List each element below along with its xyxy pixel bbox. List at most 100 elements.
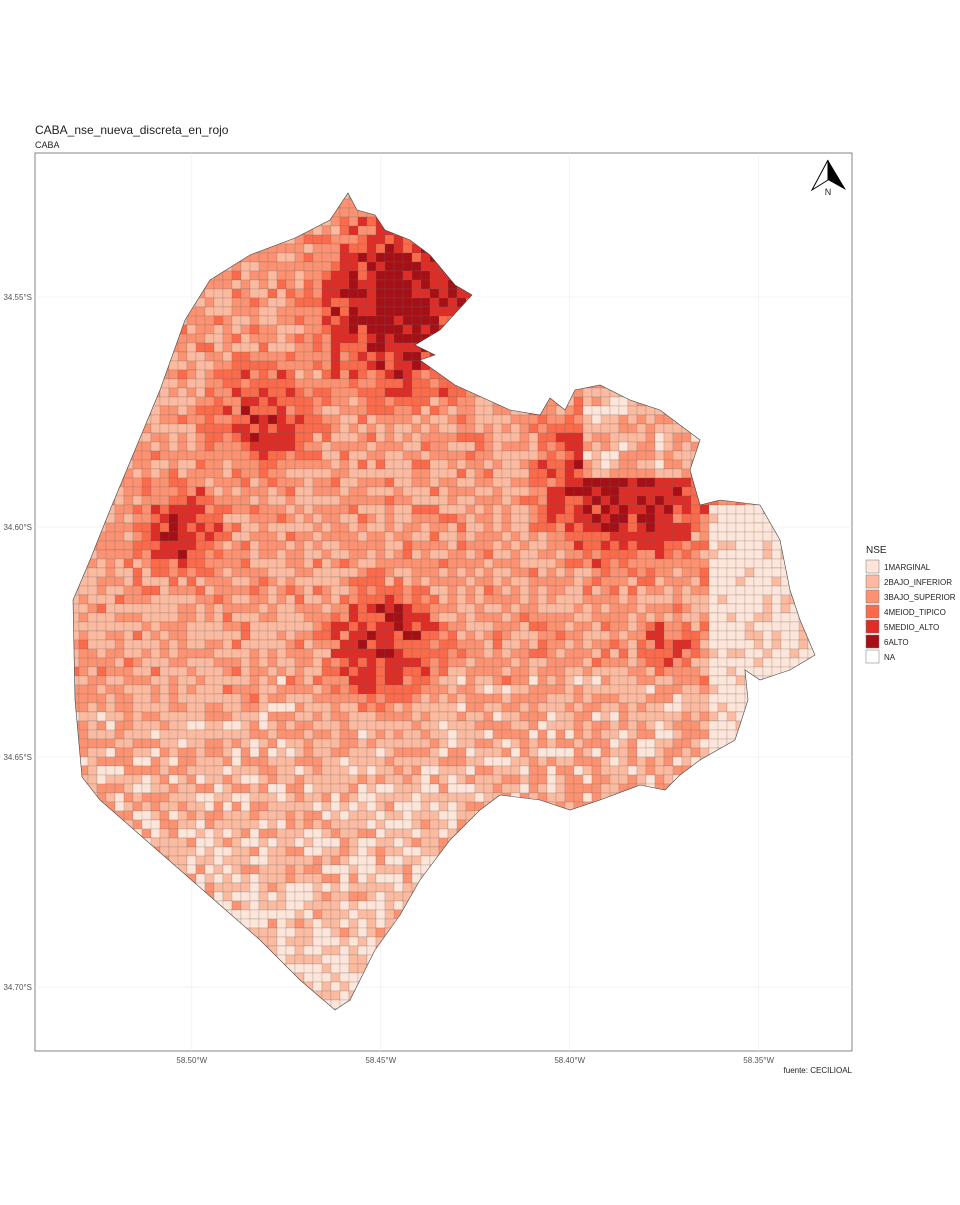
map-cell: [502, 676, 511, 685]
map-cell: [223, 676, 232, 685]
map-cell: [718, 595, 727, 604]
map-cell: [556, 487, 565, 496]
map-cell: [250, 379, 259, 388]
map-cell: [313, 334, 322, 343]
map-cell: [358, 253, 367, 262]
map-cell: [709, 613, 718, 622]
map-cell: [97, 658, 106, 667]
map-cell: [394, 370, 403, 379]
map-cell: [295, 451, 304, 460]
map-cell: [268, 649, 277, 658]
map-cell: [322, 325, 331, 334]
map-cell: [259, 433, 268, 442]
map-cell: [124, 532, 133, 541]
map-cell: [457, 694, 466, 703]
map-cell: [673, 523, 682, 532]
map-cell: [178, 559, 187, 568]
map-cell: [583, 631, 592, 640]
map-cell: [592, 442, 601, 451]
map-cell: [619, 658, 628, 667]
map-cell: [583, 694, 592, 703]
map-cell: [232, 343, 241, 352]
map-cell: [646, 478, 655, 487]
map-cell: [205, 343, 214, 352]
map-cell: [394, 712, 403, 721]
map-cell: [340, 406, 349, 415]
map-cell: [223, 721, 232, 730]
map-cell: [286, 442, 295, 451]
map-cell: [439, 478, 448, 487]
map-cell: [547, 487, 556, 496]
map-cell: [196, 415, 205, 424]
map-cell: [520, 685, 529, 694]
map-cell: [88, 604, 97, 613]
map-cell: [376, 451, 385, 460]
map-cell: [664, 703, 673, 712]
map-cell: [700, 694, 709, 703]
map-cell: [88, 694, 97, 703]
map-cell: [322, 388, 331, 397]
map-cell: [511, 550, 520, 559]
map-cell: [601, 487, 610, 496]
map-cell: [583, 532, 592, 541]
map-cell: [367, 532, 376, 541]
map-cell: [97, 541, 106, 550]
map-cell: [304, 262, 313, 271]
map-cell: [205, 505, 214, 514]
map-cell: [628, 703, 637, 712]
map-cell: [574, 622, 583, 631]
map-cell: [511, 433, 520, 442]
map-cell: [268, 424, 277, 433]
map-cell: [286, 370, 295, 379]
map-cell: [520, 442, 529, 451]
map-cell: [682, 613, 691, 622]
map-cell: [664, 577, 673, 586]
map-cell: [502, 514, 511, 523]
map-cell: [79, 586, 88, 595]
map-cell: [466, 712, 475, 721]
map-cell: [646, 523, 655, 532]
map-cell: [691, 595, 700, 604]
map-cell: [151, 676, 160, 685]
map-cell: [502, 631, 511, 640]
map-cell: [133, 631, 142, 640]
map-cell: [286, 406, 295, 415]
map-cell: [520, 676, 529, 685]
map-cell: [214, 343, 223, 352]
map-cell: [547, 415, 556, 424]
map-cell: [250, 460, 259, 469]
map-cell: [196, 316, 205, 325]
map-cell: [304, 235, 313, 244]
map-cell: [736, 532, 745, 541]
map-cell: [358, 217, 367, 226]
map-cell: [331, 559, 340, 568]
map-cell: [277, 334, 286, 343]
map-cell: [646, 676, 655, 685]
map-cell: [340, 307, 349, 316]
map-cell: [331, 469, 340, 478]
map-cell: [592, 388, 601, 397]
map-cell: [331, 325, 340, 334]
map-cell: [754, 613, 763, 622]
map-cell: [538, 442, 547, 451]
map-cell: [547, 469, 556, 478]
map-cell: [376, 577, 385, 586]
map-cell: [268, 514, 277, 523]
map-cell: [538, 613, 547, 622]
map-cell: [259, 550, 268, 559]
map-cell: [466, 649, 475, 658]
map-cell: [619, 514, 628, 523]
map-cell: [187, 613, 196, 622]
map-cell: [439, 433, 448, 442]
map-cell: [655, 595, 664, 604]
map-cell: [403, 613, 412, 622]
map-cell: [286, 469, 295, 478]
map-cell: [385, 433, 394, 442]
map-cell: [142, 649, 151, 658]
map-cell: [313, 469, 322, 478]
map-cell: [367, 379, 376, 388]
map-cell: [610, 442, 619, 451]
map-cell: [430, 424, 439, 433]
map-cell: [205, 496, 214, 505]
map-cell: [286, 253, 295, 262]
